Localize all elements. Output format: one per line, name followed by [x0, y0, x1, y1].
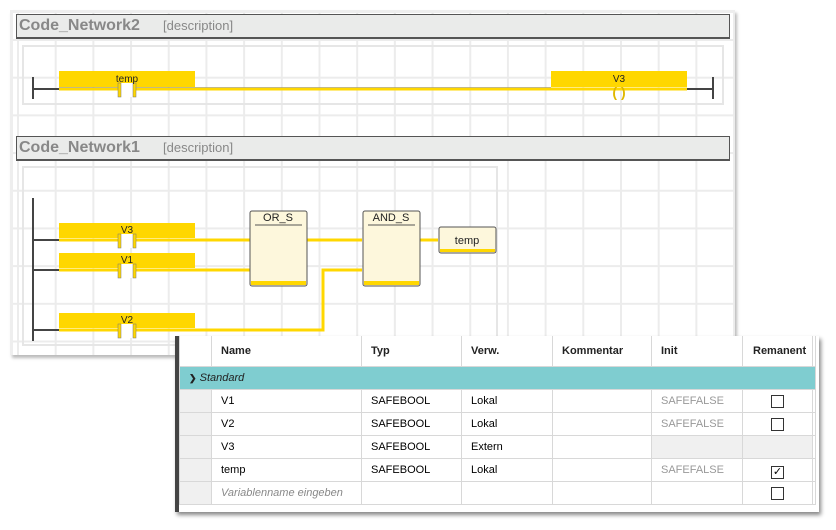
- table-row: V2 SAFEBOOL Lokal SAFEFALSE: [179, 412, 816, 436]
- var-name[interactable]: V2: [211, 412, 362, 436]
- remanent-checkbox[interactable]: [771, 418, 784, 431]
- var-comment[interactable]: [552, 435, 652, 459]
- network1-header[interactable]: Code_Network1 [description]: [16, 136, 730, 161]
- var-type[interactable]: SAFEBOOL: [361, 458, 462, 482]
- output-temp[interactable]: temp: [438, 226, 497, 254]
- col-name[interactable]: Name: [211, 336, 362, 367]
- coil-V3[interactable]: V3 ( ): [551, 71, 687, 100]
- group-label: Standard: [199, 372, 245, 384]
- wire-V2-and: [195, 268, 362, 332]
- col-init[interactable]: Init: [651, 336, 743, 367]
- contact-V3[interactable]: V3: [33, 223, 195, 249]
- output-label: temp: [455, 235, 479, 247]
- block-label: AND_S: [373, 212, 410, 224]
- block-label: OR_S: [263, 212, 293, 224]
- new-variable-row: Variablenname eingeben: [179, 481, 816, 505]
- group-row-standard[interactable]: ❯ Standard: [179, 366, 816, 390]
- var-name[interactable]: temp: [211, 458, 362, 482]
- table-row: V1 SAFEBOOL Lokal SAFEFALSE: [179, 389, 816, 413]
- power-rail-left: [32, 77, 60, 99]
- var-type[interactable]: SAFEBOOL: [361, 435, 462, 459]
- var-usage[interactable]: Lokal: [461, 458, 553, 482]
- network-description[interactable]: [description]: [163, 18, 234, 33]
- var-comment[interactable]: [552, 458, 652, 482]
- var-type[interactable]: SAFEBOOL: [361, 389, 462, 413]
- var-init[interactable]: SAFEFALSE: [651, 458, 743, 482]
- col-kommentar[interactable]: Kommentar: [552, 336, 652, 367]
- var-usage[interactable]: Extern: [461, 435, 553, 459]
- contact-label: V1: [121, 255, 134, 266]
- table-row: V3 SAFEBOOL Extern: [179, 435, 816, 459]
- contact-label: temp: [116, 74, 139, 85]
- table-row: temp SAFEBOOL Lokal SAFEFALSE ✓: [179, 458, 816, 482]
- var-name[interactable]: V1: [211, 389, 362, 413]
- chevron-down-icon[interactable]: ❯: [189, 373, 197, 383]
- var-comment[interactable]: [552, 389, 652, 413]
- contact-V1[interactable]: V1: [33, 253, 195, 279]
- var-comment[interactable]: [552, 412, 652, 436]
- remanent-checkbox[interactable]: [771, 487, 784, 500]
- network2-header[interactable]: Code_Network2 [description]: [16, 14, 730, 39]
- network-title: Code_Network2: [19, 17, 140, 34]
- var-init[interactable]: SAFEFALSE: [651, 389, 743, 413]
- var-usage[interactable]: Lokal: [461, 389, 553, 413]
- new-variable-input[interactable]: Variablenname eingeben: [211, 481, 362, 505]
- coil-icon: ( ): [612, 84, 625, 100]
- network2-body: [22, 45, 724, 105]
- var-init[interactable]: SAFEFALSE: [651, 412, 743, 436]
- var-init[interactable]: [651, 435, 743, 459]
- block-and-s[interactable]: AND_S: [362, 210, 421, 287]
- var-name[interactable]: V3: [211, 435, 362, 459]
- contact-temp[interactable]: temp: [59, 71, 551, 98]
- remanent-checkbox[interactable]: [771, 395, 784, 408]
- ladder-editor[interactable]: [10, 10, 735, 355]
- network-description[interactable]: [description]: [163, 140, 234, 155]
- contact-label: V3: [121, 225, 134, 236]
- var-type[interactable]: SAFEBOOL: [361, 412, 462, 436]
- variable-table[interactable]: Name Typ Verw. Kommentar Init Remanent ❯…: [175, 336, 819, 512]
- col-typ[interactable]: Typ: [361, 336, 462, 367]
- network-title: Code_Network1: [19, 139, 140, 156]
- contact-V2[interactable]: V2: [33, 313, 195, 339]
- coil-label: V3: [613, 74, 626, 85]
- power-rail-right: [687, 77, 714, 99]
- var-usage[interactable]: Lokal: [461, 412, 553, 436]
- remanent-checkbox[interactable]: ✓: [771, 465, 784, 479]
- table-header-row: Name Typ Verw. Kommentar Init Remanent: [179, 336, 816, 367]
- col-verw[interactable]: Verw.: [461, 336, 553, 367]
- contact-label: V2: [121, 315, 134, 326]
- block-or-s[interactable]: OR_S: [249, 210, 308, 287]
- col-remanent[interactable]: Remanent: [742, 336, 813, 367]
